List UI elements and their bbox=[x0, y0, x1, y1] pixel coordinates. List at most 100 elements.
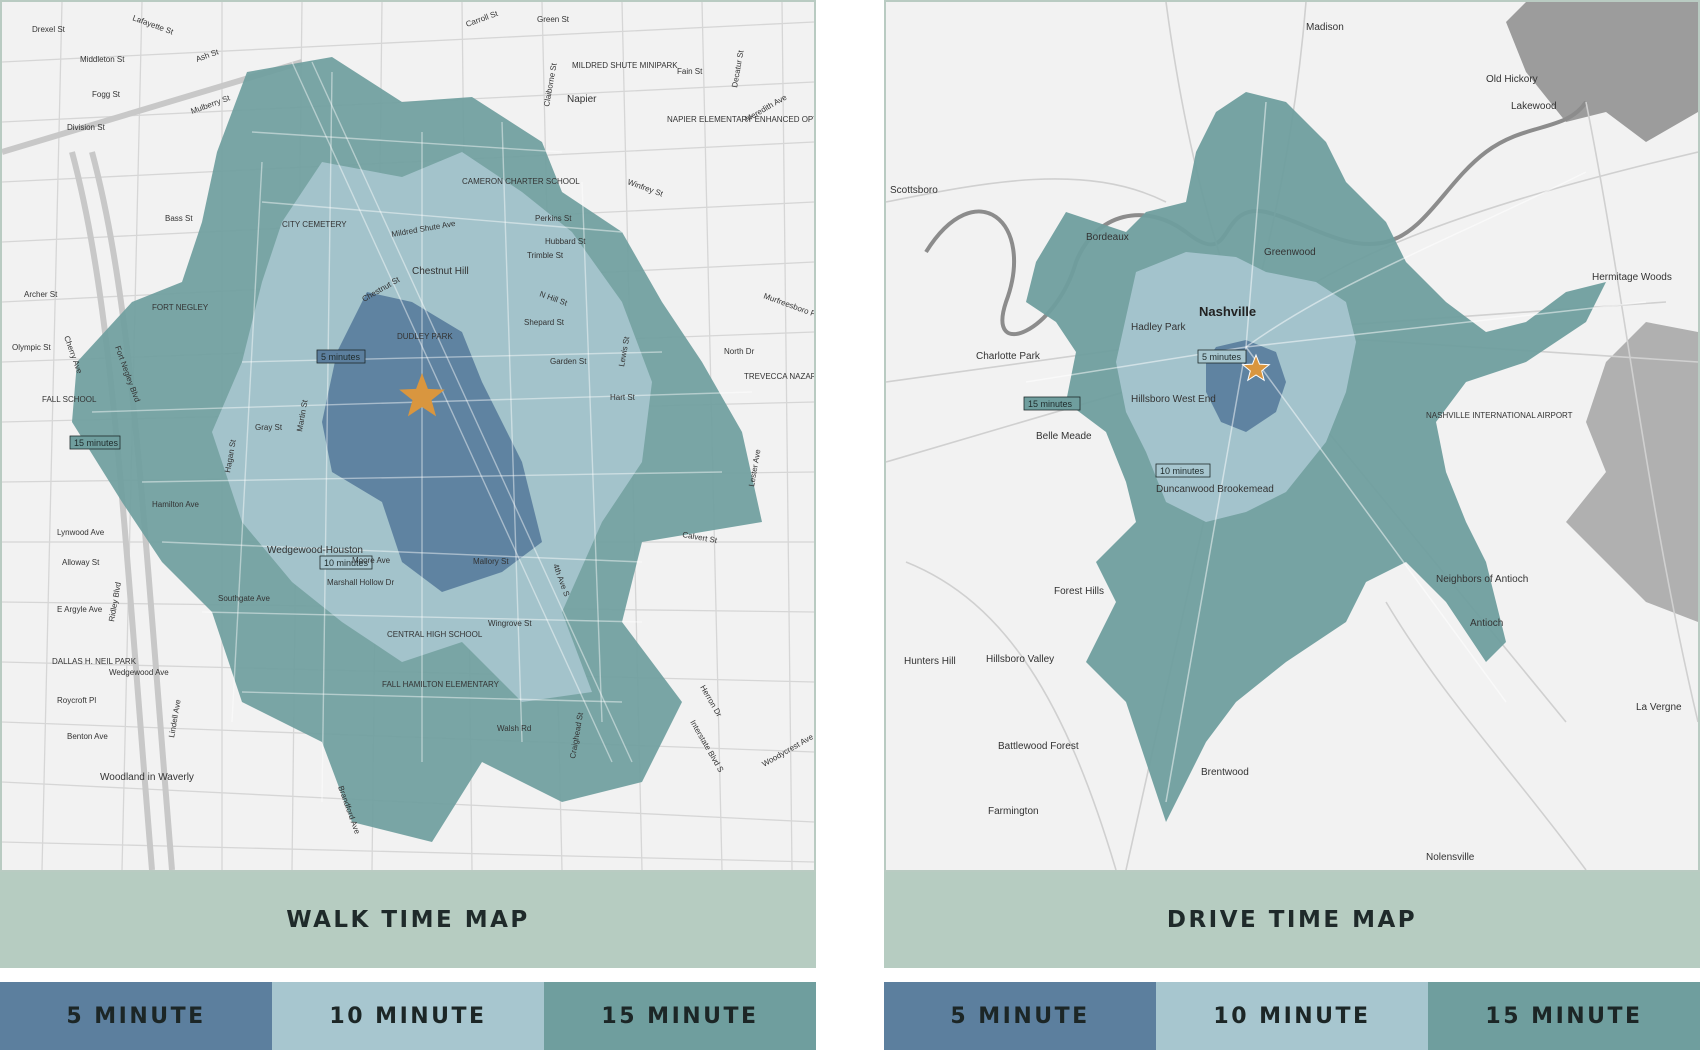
walk-map-label: NAPIER ELEMENTARY ENHANCED OPTIONS SCHL bbox=[667, 115, 814, 124]
drive-time-panel: 5 minutes 10 minutes 15 minutes Madison Old… bbox=[884, 0, 1700, 1050]
walk-map-label: Hubbard St bbox=[545, 237, 586, 246]
drive-legend: 5 MINUTE 10 MINUTE 15 MINUTE bbox=[884, 982, 1700, 1050]
drive-legend-5-minute: 5 MINUTE bbox=[884, 982, 1156, 1050]
drive-time-box-label: 5 minutes bbox=[1202, 352, 1242, 362]
drive-map-label: Scottsboro bbox=[890, 185, 938, 196]
walk-time-box-label: 10 minutes bbox=[324, 558, 369, 568]
walk-time-box bbox=[69, 435, 121, 450]
walk-legend-5-minute: 5 MINUTE bbox=[0, 982, 272, 1050]
drive-map-label: Charlotte Park bbox=[976, 351, 1041, 362]
walk-map-label: Archer St bbox=[24, 290, 58, 299]
walk-map-label: Marshall Hollow Dr bbox=[327, 578, 394, 587]
walk-map-label: Perkins St bbox=[535, 214, 572, 223]
walk-map-title: WALK TIME MAP bbox=[286, 907, 530, 933]
walk-time-box bbox=[316, 349, 366, 364]
drive-legend-10-minute: 10 MINUTE bbox=[1156, 982, 1428, 1050]
walk-map-label: Woodland in Waverly bbox=[100, 772, 194, 783]
walk-map-label: MILDRED SHUTE MINIPARK bbox=[572, 61, 678, 70]
walk-map-label: Middleton St bbox=[80, 55, 125, 64]
drive-map-label: Madison bbox=[1306, 22, 1344, 33]
walk-map-label: Trimble St bbox=[527, 251, 564, 260]
walk-map-label: CENTRAL HIGH SCHOOL bbox=[387, 630, 483, 639]
drive-time-box bbox=[1197, 349, 1247, 364]
drive-time-box-label: 10 minutes bbox=[1160, 466, 1205, 476]
walk-map-label: Division St bbox=[67, 123, 106, 132]
walk-title-bar: WALK TIME MAP bbox=[0, 872, 816, 968]
walk-map-label: Olympic St bbox=[12, 343, 51, 352]
drive-map-title: DRIVE TIME MAP bbox=[1166, 907, 1418, 933]
drive-map-label: Hermitage Woods bbox=[1592, 272, 1672, 283]
walk-map-label: Alloway St bbox=[62, 558, 100, 567]
walk-time-map[interactable]: 5 minutes 10 minutes 15 minutes Lafayette … bbox=[0, 0, 816, 872]
walk-map-label: TREVECCA NAZARENE UNIVERSITY bbox=[744, 372, 814, 381]
drive-map-label: NASHVILLE INTERNATIONAL AIRPORT bbox=[1426, 411, 1573, 420]
drive-time-box bbox=[1155, 463, 1211, 478]
drive-map-label: Hillsboro Valley bbox=[986, 654, 1054, 665]
walk-map-label: Drexel St bbox=[32, 25, 66, 34]
walk-time-box-label: 5 minutes bbox=[321, 352, 361, 362]
drive-map-label: Hillsboro West End bbox=[1131, 394, 1216, 405]
walk-time-panel: 5 minutes 10 minutes 15 minutes Lafayette … bbox=[0, 0, 816, 1050]
walk-time-box bbox=[319, 555, 373, 570]
walk-map-label: North Dr bbox=[724, 347, 755, 356]
walk-time-box-label: 15 minutes bbox=[74, 438, 119, 448]
drive-map-label: Brentwood bbox=[1201, 767, 1249, 778]
drive-map-label: Bordeaux bbox=[1086, 232, 1129, 243]
drive-legend-15-minute: 15 MINUTE bbox=[1428, 982, 1700, 1050]
walk-map-label: CITY CEMETERY bbox=[282, 220, 347, 229]
drive-map-label: La Vergne bbox=[1636, 702, 1682, 713]
drive-map-label: Nashville bbox=[1199, 304, 1256, 319]
walk-map-label: Benton Ave bbox=[67, 732, 108, 741]
drive-map-label: Hunters Hill bbox=[904, 656, 956, 667]
drive-map-label: Antioch bbox=[1470, 618, 1503, 629]
walk-map-label: Shepard St bbox=[524, 318, 565, 327]
walk-map-label: Chestnut Hill bbox=[412, 266, 469, 277]
drive-map-label: Old Hickory bbox=[1486, 74, 1538, 85]
walk-map-label: Hamilton Ave bbox=[152, 500, 200, 509]
walk-legend-10-minute: 10 MINUTE bbox=[272, 982, 544, 1050]
drive-time-box-label: 15 minutes bbox=[1028, 399, 1073, 409]
walk-map-label: Lynwood Ave bbox=[57, 528, 105, 537]
drive-origin-star-marker[interactable] bbox=[1241, 353, 1271, 382]
walk-map-label: DUDLEY PARK bbox=[397, 332, 453, 341]
drive-title-bar: DRIVE TIME MAP bbox=[884, 872, 1700, 968]
walk-map-label: E Argyle Ave bbox=[57, 605, 103, 614]
walk-map-label: FALL SCHOOL bbox=[42, 395, 97, 404]
walk-map-label: Walsh Rd bbox=[497, 724, 531, 733]
walk-map-label: FALL HAMILTON ELEMENTARY bbox=[382, 680, 500, 689]
walk-origin-star-marker[interactable] bbox=[399, 373, 445, 417]
drive-time-box bbox=[1023, 396, 1081, 411]
walk-map-label: Roycroft Pl bbox=[57, 696, 96, 705]
walk-map-label: Green St bbox=[537, 15, 570, 24]
drive-map-label: Greenwood bbox=[1264, 247, 1316, 258]
drive-map-label: Forest Hills bbox=[1054, 586, 1104, 597]
walk-legend-15-minute: 15 MINUTE bbox=[544, 982, 816, 1050]
walk-map-label: FORT NEGLEY bbox=[152, 303, 209, 312]
walk-map-label: Fogg St bbox=[92, 90, 121, 99]
walk-map-label: Garden St bbox=[550, 357, 587, 366]
walk-map-label: Napier bbox=[567, 94, 597, 105]
drive-time-map[interactable]: 5 minutes 10 minutes 15 minutes Madison Old… bbox=[884, 0, 1700, 872]
walk-zone-5-minute bbox=[322, 292, 542, 592]
walk-map-label: Fain St bbox=[677, 67, 703, 76]
walk-map-label: Wingrove St bbox=[488, 619, 532, 628]
drive-map-label: Hadley Park bbox=[1131, 322, 1186, 333]
walk-map-label: Southgate Ave bbox=[218, 594, 270, 603]
drive-map-label: Lakewood bbox=[1511, 101, 1557, 112]
walk-map-label: Wedgewood Ave bbox=[109, 668, 169, 677]
walk-map-label: Mallory St bbox=[473, 557, 509, 566]
walk-map-label: Wedgewood-Houston bbox=[267, 545, 363, 556]
drive-map-label: Battlewood Forest bbox=[998, 741, 1079, 752]
walk-legend: 5 MINUTE 10 MINUTE 15 MINUTE bbox=[0, 982, 816, 1050]
walk-map-label: DALLAS H. NEIL PARK bbox=[52, 657, 137, 666]
walk-map-label: Gray St bbox=[255, 423, 283, 432]
drive-map-label: Nolensville bbox=[1426, 852, 1475, 863]
walk-map-label: CAMERON CHARTER SCHOOL bbox=[462, 177, 580, 186]
drive-map-label: Belle Meade bbox=[1036, 431, 1092, 442]
drive-map-label: Duncanwood Brookemead bbox=[1156, 484, 1274, 495]
walk-map-label: Bass St bbox=[165, 214, 193, 223]
walk-map-label: Moore Ave bbox=[352, 556, 391, 565]
drive-map-label: Neighbors of Antioch bbox=[1436, 574, 1528, 585]
drive-map-label: Farmington bbox=[988, 806, 1039, 817]
walk-map-label: Hart St bbox=[610, 393, 636, 402]
